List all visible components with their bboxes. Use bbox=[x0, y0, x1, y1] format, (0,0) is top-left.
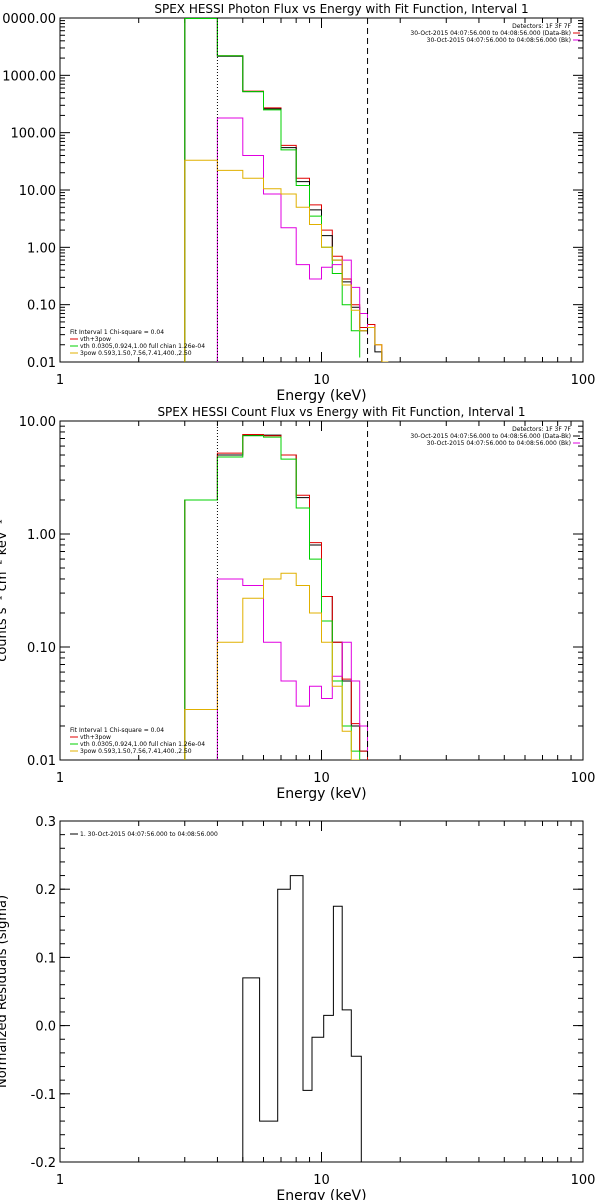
x-axis-label: Energy (keV) bbox=[276, 388, 366, 404]
x-tick-label: 10 bbox=[313, 771, 330, 786]
x-tick-label: 100 bbox=[571, 1173, 596, 1188]
legend-entry-3: 3pow 0.593,1.50,7.56,7.41,400.,2.50 bbox=[80, 748, 192, 755]
x-axis-label: Energy (keV) bbox=[276, 786, 366, 802]
series-2-step-line bbox=[184, 18, 361, 362]
y-axis-label: Normalized Residuals (sigma) bbox=[0, 895, 10, 1088]
photon-flux-panel: SPEX HESSI Photon Flux vs Energy with Fi… bbox=[2, 2, 595, 404]
plot-frame bbox=[59, 17, 584, 363]
y-tick-label: 0.10 bbox=[27, 641, 56, 656]
header-text-1: 30-Oct-2015 04:07:56.000 to 04:08:56.000… bbox=[410, 30, 571, 37]
y-tick-label: -0.1 bbox=[31, 1088, 56, 1103]
y-tick-label: 0.10 bbox=[27, 299, 56, 314]
legend-fit-info: Fit Interval 1 Chi-square = 0.04 bbox=[70, 329, 164, 336]
series-2-step-line bbox=[184, 435, 361, 760]
series-0-step-line bbox=[223, 875, 368, 1162]
header-text-2: 30-Oct-2015 04:07:56.000 to 04:08:56.000… bbox=[427, 440, 571, 447]
legend-entry-1: vth+3pow bbox=[80, 734, 111, 741]
header-text-0: Detectors: 1F 3F 7F bbox=[512, 23, 571, 30]
series-4-step-line bbox=[184, 572, 360, 760]
y-tick-label: 0.01 bbox=[27, 356, 56, 371]
series-group bbox=[223, 875, 368, 1162]
legend-entry-0: 1. 30-Oct-2015 04:07:56.000 to 04:08:56.… bbox=[80, 831, 218, 838]
y-tick-label: 0.2 bbox=[35, 883, 56, 898]
series-4-step-line bbox=[184, 159, 389, 362]
legend-entry-2: vth 0.0305,0.924,1.00 full chian 1.26e-0… bbox=[80, 343, 205, 350]
x-tick-label: 100 bbox=[571, 373, 596, 388]
header-text-1: 30-Oct-2015 04:07:56.000 to 04:08:56.000… bbox=[410, 433, 571, 440]
header-text-0: Detectors: 1F 3F 7F bbox=[512, 426, 571, 433]
plot-frame bbox=[59, 820, 584, 1163]
x-axis-label: Energy (keV) bbox=[276, 1188, 366, 1200]
y-axis-label: counts s⁻¹ cm⁻² keV⁻¹ bbox=[0, 519, 10, 662]
y-tick-label: 1.00 bbox=[27, 528, 56, 543]
legend-entry-3: 3pow 0.593,1.50,7.56,7.41,400.,2.50 bbox=[80, 350, 192, 357]
y-tick-label: 100.00 bbox=[11, 127, 57, 142]
y-tick-label: 0.1 bbox=[35, 951, 56, 966]
legend-fit-info: Fit Interval 1 Chi-square = 0.04 bbox=[70, 727, 164, 734]
y-tick-label: 10.00 bbox=[19, 184, 56, 199]
series-1-step-line bbox=[184, 434, 368, 760]
x-tick-label: 10 bbox=[313, 373, 330, 388]
series-3-step-line bbox=[216, 578, 368, 760]
y-tick-label: 0.0 bbox=[35, 1020, 56, 1035]
legend-entry-1: vth+3pow bbox=[80, 336, 111, 343]
x-tick-label: 100 bbox=[571, 771, 596, 786]
series-0-step-line bbox=[184, 434, 368, 760]
chart-title: SPEX HESSI Count Flux vs Energy with Fit… bbox=[157, 405, 525, 419]
series-group bbox=[184, 434, 368, 760]
series-3-step-line bbox=[216, 117, 368, 362]
y-tick-label: -0.2 bbox=[31, 1156, 56, 1171]
y-tick-label: 10.00 bbox=[19, 415, 56, 430]
y-tick-label: 0000.00 bbox=[2, 12, 56, 27]
x-tick-label: 10 bbox=[313, 1173, 330, 1188]
x-tick-label: 1 bbox=[56, 771, 64, 786]
y-tick-label: 1.00 bbox=[27, 241, 56, 256]
header-text-2: 30-Oct-2015 04:07:56.000 to 04:08:56.000… bbox=[427, 37, 571, 44]
chart-title: SPEX HESSI Photon Flux vs Energy with Fi… bbox=[154, 2, 528, 16]
count-flux-panel: SPEX HESSI Count Flux vs Energy with Fit… bbox=[0, 405, 595, 802]
residuals-panel: 1 10 100 Energy (keV) -0.2 -0.1 0.0 0.1 0.2 0.3 No… bbox=[0, 815, 595, 1200]
series-group bbox=[184, 18, 389, 362]
legend-entry-2: vth 0.0305,0.924,1.00 full chian 1.26e-0… bbox=[80, 741, 205, 748]
x-tick-label: 1 bbox=[56, 1173, 64, 1188]
y-tick-label: 0.3 bbox=[35, 815, 56, 830]
y-tick-label: 1000.00 bbox=[2, 69, 56, 84]
x-tick-label: 1 bbox=[56, 373, 64, 388]
y-tick-label: 0.01 bbox=[27, 754, 56, 769]
